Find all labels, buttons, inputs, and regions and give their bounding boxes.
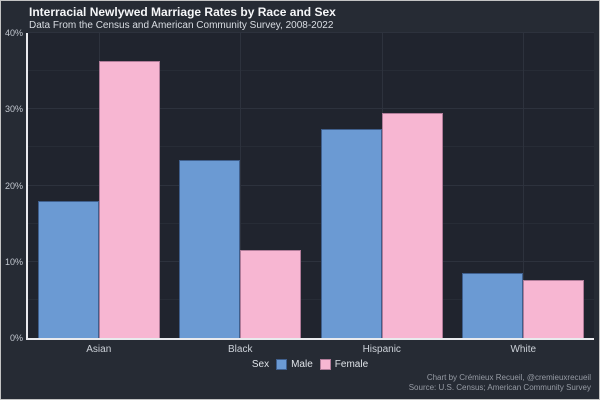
gridline-minor-5 — [28, 298, 594, 300]
gridline-major-40 — [28, 32, 594, 33]
bar-group-hispanic — [311, 33, 453, 338]
y-tick-label-40: 40% — [4, 28, 23, 38]
x-category-label-asian: Asian — [86, 344, 112, 355]
credit-source: Source: U.S. Census; American Community … — [408, 383, 591, 392]
legend-title: Sex — [251, 359, 270, 370]
credit-block: Chart by Crémieux Recueil, @cremieuxrecu… — [409, 373, 591, 393]
gridline-major-30 — [28, 108, 594, 110]
y-tick-label-10: 10% — [4, 256, 23, 267]
chart-subtitle: Data From the Census and American Commun… — [29, 20, 334, 31]
x-category-label-hispanic: Hispanic — [362, 344, 401, 355]
bar-white-male — [462, 273, 524, 338]
bar-hispanic-male — [320, 129, 382, 338]
gridline-vertical-white — [523, 33, 525, 338]
credit-author: Chart by Crémieux Recueil, @cremieuxrecu… — [426, 373, 591, 382]
gridline-vertical-black — [240, 33, 242, 338]
bar-white-female — [523, 280, 585, 338]
legend-label-male: Male — [291, 359, 313, 370]
plot-area — [26, 32, 595, 340]
y-tick-label-20: 20% — [4, 180, 23, 191]
gridline-minor-25 — [28, 146, 594, 148]
bar-black-male — [179, 160, 241, 338]
legend-key-female — [319, 359, 331, 370]
bar-group-white — [453, 33, 595, 338]
legend-item-female: Female — [319, 359, 369, 370]
legend: Sex Male Female — [26, 359, 594, 370]
bar-asian-male — [37, 200, 99, 338]
legend-label-female: Female — [334, 359, 369, 370]
x-axis-category-labels: Asian Black Hispanic White — [28, 344, 594, 355]
gridline-minor-15 — [28, 222, 594, 224]
y-tick-label-0: 0% — [9, 333, 23, 343]
gridline-minor-35 — [28, 70, 594, 72]
y-tick-label-30: 30% — [4, 104, 23, 115]
bar-asian-female — [98, 61, 160, 338]
chart-title: Interracial Newlywed Marriage Rates by R… — [29, 5, 336, 19]
x-category-label-white: White — [510, 344, 537, 355]
bar-hispanic-female — [381, 113, 443, 338]
bar-group-black — [170, 33, 312, 338]
bar-group-asian — [28, 33, 170, 338]
legend-item-male: Male — [276, 359, 313, 370]
legend-key-male — [276, 359, 288, 370]
gridline-major-20 — [28, 184, 594, 186]
bar-black-female — [240, 250, 302, 338]
x-category-label-black: Black — [228, 344, 253, 355]
y-axis-tick-labels: 0% 10% 20% 30% 40% — [1, 28, 23, 343]
gridline-major-10 — [28, 260, 594, 262]
